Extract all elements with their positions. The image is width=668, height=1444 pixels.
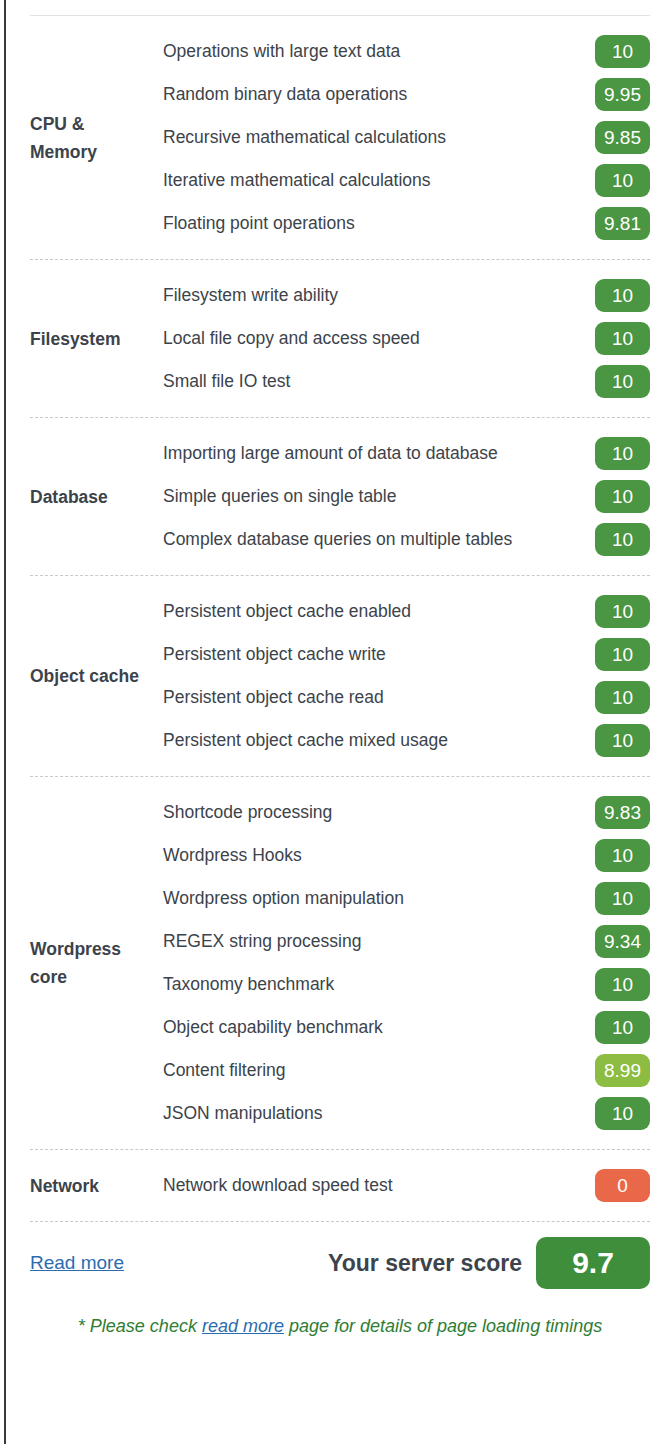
benchmark-row: REGEX string processing 9.34: [163, 920, 650, 963]
benchmark-row: Persistent object cache enabled 10: [163, 590, 650, 633]
section-object-cache: Object cache Persistent object cache ena…: [30, 575, 650, 776]
test-label: Network download speed test: [163, 1171, 393, 1201]
benchmark-row: Persistent object cache write 10: [163, 633, 650, 676]
score-badge: 10: [595, 638, 650, 671]
benchmark-row: Shortcode processing 9.83: [163, 791, 650, 834]
score-badge: 8.99: [595, 1054, 650, 1087]
test-label: Importing large amount of data to databa…: [163, 439, 498, 469]
benchmark-row: Operations with large text data 10: [163, 30, 650, 73]
test-label: Object capability benchmark: [163, 1013, 383, 1043]
test-label: Floating point operations: [163, 209, 355, 239]
score-badge: 9.83: [595, 796, 650, 829]
score-badge: 10: [595, 480, 650, 513]
section-network: Network Network download speed test 0: [30, 1149, 650, 1221]
test-label: Persistent object cache enabled: [163, 597, 411, 627]
server-score-label: Your server score: [328, 1250, 522, 1277]
benchmark-row: Wordpress option manipulation 10: [163, 877, 650, 920]
category-label-filesystem: Filesystem: [30, 325, 163, 353]
benchmark-row: Floating point operations 9.81: [163, 202, 650, 245]
test-label: Persistent object cache write: [163, 640, 386, 670]
score-badge: 0: [595, 1169, 650, 1202]
score-badge: 10: [595, 882, 650, 915]
section-database: Database Importing large amount of data …: [30, 417, 650, 575]
score-badge: 10: [595, 968, 650, 1001]
category-label-database: Database: [30, 483, 163, 511]
score-badge: 10: [595, 279, 650, 312]
benchmark-results-panel: CPU & Memory Operations with large text …: [30, 15, 650, 1342]
test-label: Wordpress option manipulation: [163, 884, 404, 914]
footnote-prefix: * Please check: [78, 1316, 202, 1336]
score-badge: 10: [595, 164, 650, 197]
benchmark-row: Recursive mathematical calculations 9.85: [163, 116, 650, 159]
read-more-link[interactable]: Read more: [30, 1252, 124, 1274]
benchmark-row: Random binary data operations 9.95: [163, 73, 650, 116]
section-wordpress-core: Wordpress core Shortcode processing 9.83…: [30, 776, 650, 1149]
test-label: Shortcode processing: [163, 798, 332, 828]
test-label: REGEX string processing: [163, 927, 361, 957]
footnote-suffix: page for details of page loading timings: [284, 1316, 602, 1336]
test-label: Local file copy and access speed: [163, 324, 420, 354]
test-label: Taxonomy benchmark: [163, 970, 334, 1000]
score-badge: 10: [595, 523, 650, 556]
server-score-row: Read more Your server score 9.7: [30, 1221, 650, 1304]
test-label: Recursive mathematical calculations: [163, 123, 446, 153]
footnote: * Please check read more page for detail…: [40, 1310, 640, 1342]
score-badge: 9.85: [595, 121, 650, 154]
category-label-wordpress-core: Wordpress core: [30, 935, 163, 991]
test-label: Iterative mathematical calculations: [163, 166, 430, 196]
footnote-read-more-link[interactable]: read more: [202, 1316, 284, 1336]
score-badge: 10: [595, 35, 650, 68]
benchmark-row: Iterative mathematical calculations 10: [163, 159, 650, 202]
score-badge: 10: [595, 681, 650, 714]
benchmark-row: Network download speed test 0: [163, 1164, 650, 1207]
test-label: Persistent object cache read: [163, 683, 384, 713]
test-label: Content filtering: [163, 1056, 286, 1086]
test-label: Random binary data operations: [163, 80, 407, 110]
test-label: Complex database queries on multiple tab…: [163, 525, 512, 555]
score-badge: 9.34: [595, 925, 650, 958]
category-label-cpu-memory: CPU & Memory: [30, 110, 163, 166]
test-label: JSON manipulations: [163, 1099, 323, 1129]
benchmark-row: JSON manipulations 10: [163, 1092, 650, 1135]
category-label-network: Network: [30, 1172, 163, 1200]
benchmark-row: Wordpress Hooks 10: [163, 834, 650, 877]
section-filesystem: Filesystem Filesystem write ability 10 L…: [30, 259, 650, 417]
server-score-badge: 9.7: [536, 1237, 650, 1289]
score-badge: 10: [595, 437, 650, 470]
benchmark-row: Content filtering 8.99: [163, 1049, 650, 1092]
score-badge: 10: [595, 1011, 650, 1044]
test-label: Simple queries on single table: [163, 482, 396, 512]
category-label-object-cache: Object cache: [30, 662, 163, 690]
benchmark-row: Persistent object cache read 10: [163, 676, 650, 719]
benchmark-row: Small file IO test 10: [163, 360, 650, 403]
score-badge: 10: [595, 724, 650, 757]
test-label: Small file IO test: [163, 367, 290, 397]
benchmark-row: Persistent object cache mixed usage 10: [163, 719, 650, 762]
left-border-line: [4, 0, 6, 1444]
score-badge: 10: [595, 839, 650, 872]
score-badge: 9.95: [595, 78, 650, 111]
test-label: Wordpress Hooks: [163, 841, 302, 871]
benchmark-row: Simple queries on single table 10: [163, 475, 650, 518]
score-badge: 10: [595, 322, 650, 355]
benchmark-row: Filesystem write ability 10: [163, 274, 650, 317]
benchmark-row: Object capability benchmark 10: [163, 1006, 650, 1049]
test-label: Operations with large text data: [163, 37, 400, 67]
score-badge: 9.81: [595, 207, 650, 240]
section-cpu-memory: CPU & Memory Operations with large text …: [30, 15, 650, 259]
score-badge: 10: [595, 365, 650, 398]
benchmark-row: Complex database queries on multiple tab…: [163, 518, 650, 561]
benchmark-row: Local file copy and access speed 10: [163, 317, 650, 360]
test-label: Persistent object cache mixed usage: [163, 726, 448, 756]
benchmark-row: Taxonomy benchmark 10: [163, 963, 650, 1006]
score-badge: 10: [595, 595, 650, 628]
benchmark-row: Importing large amount of data to databa…: [163, 432, 650, 475]
test-label: Filesystem write ability: [163, 281, 338, 311]
server-score-group: Your server score 9.7: [328, 1237, 650, 1289]
score-badge: 10: [595, 1097, 650, 1130]
